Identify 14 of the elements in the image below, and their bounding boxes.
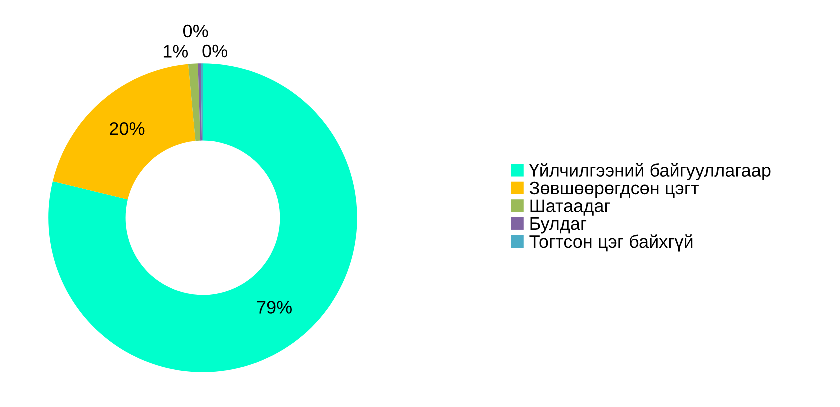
donut-slice: [48, 64, 358, 372]
legend-label: Булдаг: [530, 218, 587, 234]
legend-label: Үйлчилгээний байгууллагаар: [529, 163, 771, 181]
legend-label: Шатаадаг: [530, 200, 610, 216]
data-label: 79%: [257, 301, 292, 314]
legend-label: Зөвшөөрөгдсөн цэгт: [530, 182, 699, 198]
data-label: 0%: [202, 44, 228, 58]
donut-slice: [52, 64, 196, 200]
legend-label: Тогтсон цэг байхгүй: [530, 234, 693, 252]
donut-slice: [188, 64, 201, 142]
donut-slice: [198, 64, 202, 141]
data-label: 1%: [164, 45, 188, 58]
data-label: 0%: [183, 24, 208, 38]
data-label: 20%: [110, 122, 145, 136]
